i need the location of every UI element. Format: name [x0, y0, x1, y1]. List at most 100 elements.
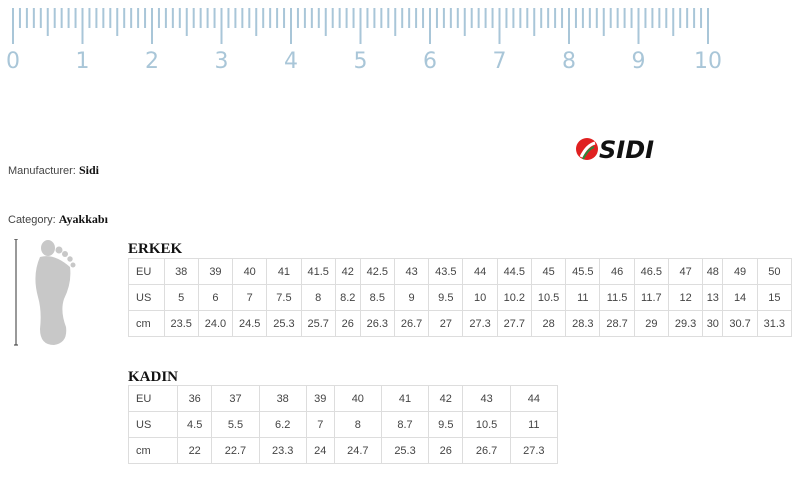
row-header: US: [128, 284, 165, 311]
table-cell: 4.5: [177, 411, 213, 438]
table-cell: 46.5: [633, 258, 669, 285]
table-cell: 9.5: [428, 284, 464, 311]
table-cell: 41: [266, 258, 302, 285]
table-cell: 9: [393, 284, 430, 311]
table-cell: 26.7: [462, 437, 511, 464]
table-cell: 49: [722, 258, 758, 285]
table-cell: 48: [702, 258, 724, 285]
table-row: EU 38 39 40 41 41.5 42 42.5 43 43.5 44 44.5 45 45.5 46…: [128, 258, 793, 285]
table-cell: 26.7: [393, 310, 430, 337]
manufacturer-label: Manufacturer:: [8, 165, 76, 177]
table-cell: 27.3: [509, 437, 559, 464]
table-cell: 42: [334, 258, 361, 285]
table-cell: 10: [462, 284, 498, 311]
table-cell: 7.5: [266, 284, 302, 311]
table-cell: 8.2: [334, 284, 361, 311]
row-header: cm: [127, 437, 179, 464]
table-cell: 36: [177, 385, 213, 412]
table-cell: 26: [428, 437, 464, 464]
table-cell: 11: [565, 284, 601, 311]
table-cell: 25.3: [266, 310, 302, 337]
table-cell: 23.5: [163, 310, 199, 337]
table-cell: 27.7: [496, 310, 532, 337]
table-cell: 14: [722, 284, 758, 311]
table-cell: 9.5: [428, 411, 464, 438]
table-cell: 5.5: [211, 411, 260, 438]
table-cell: 30: [702, 310, 724, 337]
table-cell: 6: [197, 284, 234, 311]
table-cell: 31.3: [756, 310, 793, 337]
table-cell: 24: [305, 437, 335, 464]
category-label: Category:: [8, 214, 56, 226]
ruler: 0 1 2 3 4 5 6 7 8 9 10: [6, 8, 722, 74]
sidi-logo: SIDI: [576, 136, 654, 163]
ruler-label: 1: [76, 49, 90, 74]
table-row: cm 23.5 24.0 24.5 25.3 25.7 26 26.3 26.7 27 27.3 27…: [128, 310, 793, 337]
table-cell: 40: [232, 258, 268, 285]
table-cell: 37: [211, 385, 260, 412]
table-cell: 8.7: [380, 411, 430, 438]
row-header: EU: [128, 258, 165, 285]
table-cell: 6.2: [258, 411, 307, 438]
table-cell: 29.3: [667, 310, 704, 337]
table-cell: 24.7: [333, 437, 382, 464]
table-cell: 38: [258, 385, 307, 412]
table-cell: 44: [509, 385, 559, 412]
table-cell: 29: [633, 310, 669, 337]
table-cell: 7: [305, 411, 335, 438]
ruler-label: 6: [423, 49, 437, 74]
table-cell: 42: [428, 385, 464, 412]
row-header: EU: [127, 385, 179, 412]
table-cell: 26: [334, 310, 361, 337]
table-cell: 41: [380, 385, 430, 412]
table-cell: 42.5: [359, 258, 395, 285]
table-cell: 24.5: [232, 310, 268, 337]
category-value: Ayakkabı: [58, 212, 108, 226]
table-cell: 27.3: [462, 310, 498, 337]
men-size-table: EU 38 39 40 41 41.5 42 42.5 43 43.5 44 44.5 45 45.5 46…: [128, 258, 793, 337]
table-cell: 41.5: [300, 258, 336, 285]
ruler-label: 8: [562, 49, 576, 74]
table-cell: 10.2: [496, 284, 532, 311]
table-cell: 15: [756, 284, 793, 311]
table-cell: 11.7: [633, 284, 669, 311]
table-cell: 45: [530, 258, 567, 285]
ruler-label: 7: [493, 49, 507, 74]
table-cell: 8: [300, 284, 336, 311]
women-title: KADIN: [128, 369, 179, 385]
table-cell: 27: [428, 310, 464, 337]
ruler-label: 9: [632, 49, 646, 74]
category: Category: Ayakkabı: [8, 212, 108, 227]
table-cell: 28.3: [565, 310, 601, 337]
manufacturer: Manufacturer: Sidi: [8, 163, 99, 178]
table-row: cm 22 22.7 23.3 24 24.7 25.3 26 26.7 27.3: [127, 437, 559, 464]
table-cell: 46: [599, 258, 635, 285]
table-cell: 13: [702, 284, 724, 311]
table-cell: 26.3: [359, 310, 395, 337]
table-cell: 23.3: [258, 437, 307, 464]
table-cell: 43.5: [428, 258, 464, 285]
table-cell: 8.5: [359, 284, 395, 311]
table-cell: 25.3: [380, 437, 430, 464]
women-size-table: EU 36 37 38 39 40 41 42 43 44 US 4.5 5.5 6.2 7 8 8.7 9.5 1…: [127, 385, 559, 464]
row-header: cm: [128, 310, 165, 337]
table-cell: 44.5: [496, 258, 532, 285]
table-cell: 28.7: [599, 310, 635, 337]
table-cell: 43: [393, 258, 430, 285]
table-cell: 10.5: [530, 284, 567, 311]
row-header: US: [127, 411, 179, 438]
ruler-label: 2: [145, 49, 159, 74]
table-cell: 8: [333, 411, 382, 438]
table-cell: 40: [333, 385, 382, 412]
ruler-label: 5: [354, 49, 368, 74]
ruler-label: 10: [694, 49, 722, 74]
table-cell: 12: [667, 284, 704, 311]
table-cell: 39: [197, 258, 234, 285]
table-cell: 28: [530, 310, 567, 337]
table-cell: 47: [667, 258, 704, 285]
table-cell: 5: [163, 284, 199, 311]
logo-text: SIDI: [599, 136, 654, 163]
men-title: ERKEK: [128, 241, 183, 257]
table-cell: 39: [305, 385, 335, 412]
table-cell: 25.7: [300, 310, 336, 337]
